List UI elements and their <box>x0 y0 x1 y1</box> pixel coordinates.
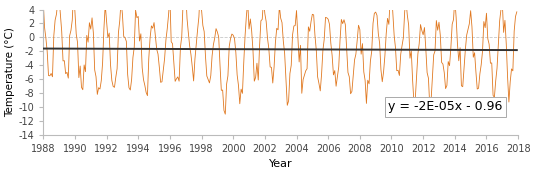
Text: y = -2E-05x - 0.96: y = -2E-05x - 0.96 <box>388 100 503 114</box>
Y-axis label: Temperature (°C): Temperature (°C) <box>5 27 16 117</box>
X-axis label: Year: Year <box>269 159 293 169</box>
